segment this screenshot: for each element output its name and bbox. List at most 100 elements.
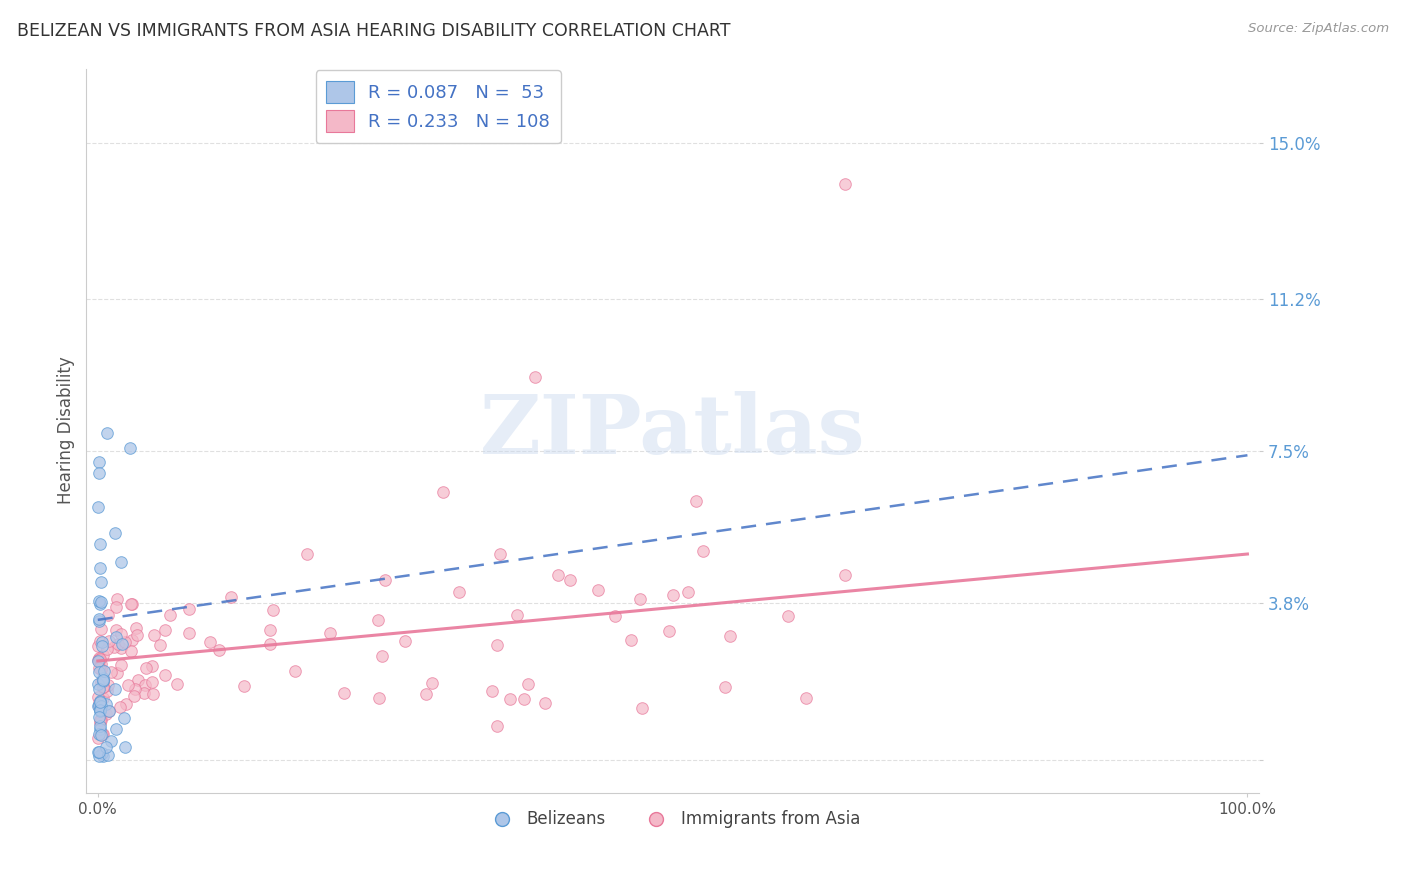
- Point: [104, 681, 127, 696]
- Point: [91, 690, 114, 705]
- Point: [87, 654, 110, 668]
- Point: [523, 370, 546, 384]
- Point: [87, 614, 110, 628]
- Point: [141, 659, 163, 673]
- Point: [87, 660, 110, 674]
- Point: [110, 641, 132, 656]
- Point: [100, 665, 122, 679]
- Point: [91, 673, 114, 687]
- Point: [89, 726, 111, 740]
- Point: [141, 687, 163, 701]
- Point: [90, 662, 112, 676]
- Point: [110, 626, 132, 640]
- Point: [371, 648, 394, 663]
- Point: [506, 607, 529, 622]
- Text: ZIPatlas: ZIPatlas: [479, 391, 865, 471]
- Point: [91, 726, 114, 740]
- Point: [114, 635, 136, 649]
- Point: [208, 643, 231, 657]
- Point: [394, 634, 416, 648]
- Point: [661, 588, 683, 602]
- Point: [219, 590, 242, 604]
- Point: [486, 638, 509, 652]
- Point: [367, 613, 389, 627]
- Point: [685, 493, 707, 508]
- Point: [104, 630, 127, 644]
- Point: [333, 686, 356, 700]
- Point: [714, 680, 737, 694]
- Point: [89, 748, 111, 763]
- Point: [481, 683, 503, 698]
- Point: [658, 624, 681, 639]
- Point: [89, 713, 111, 727]
- Point: [603, 608, 626, 623]
- Point: [90, 699, 112, 714]
- Point: [110, 555, 132, 569]
- Point: [90, 674, 112, 689]
- Point: [89, 718, 111, 732]
- Point: [87, 653, 110, 667]
- Point: [834, 567, 856, 582]
- Point: [87, 639, 110, 653]
- Point: [91, 648, 114, 662]
- Point: [105, 665, 128, 680]
- Point: [513, 692, 536, 706]
- Point: [97, 678, 120, 692]
- Point: [547, 567, 569, 582]
- Point: [87, 699, 110, 714]
- Point: [89, 703, 111, 717]
- Point: [149, 638, 172, 652]
- Point: [96, 425, 118, 440]
- Point: [159, 607, 181, 622]
- Point: [620, 633, 643, 648]
- Point: [90, 575, 112, 590]
- Point: [692, 543, 714, 558]
- Point: [97, 704, 120, 718]
- Point: [489, 547, 512, 561]
- Point: [449, 585, 471, 599]
- Point: [94, 740, 117, 755]
- Text: Source: ZipAtlas.com: Source: ZipAtlas.com: [1249, 22, 1389, 36]
- Point: [420, 675, 443, 690]
- Point: [90, 639, 112, 653]
- Point: [87, 731, 110, 746]
- Point: [142, 628, 165, 642]
- Point: [117, 677, 139, 691]
- Point: [134, 678, 156, 692]
- Point: [121, 597, 143, 611]
- Point: [93, 665, 115, 679]
- Y-axis label: Hearing Disability: Hearing Disability: [58, 357, 75, 505]
- Point: [91, 680, 114, 694]
- Point: [90, 595, 112, 609]
- Point: [89, 745, 111, 759]
- Point: [97, 608, 120, 623]
- Point: [89, 634, 111, 648]
- Point: [834, 177, 856, 191]
- Point: [135, 660, 157, 674]
- Point: [516, 677, 538, 691]
- Point: [89, 693, 111, 707]
- Point: [259, 637, 281, 651]
- Point: [87, 455, 110, 469]
- Point: [295, 547, 318, 561]
- Point: [91, 681, 114, 695]
- Legend: Belizeans, Immigrants from Asia: Belizeans, Immigrants from Asia: [478, 804, 868, 835]
- Point: [89, 594, 111, 608]
- Point: [485, 718, 508, 732]
- Point: [87, 698, 110, 712]
- Point: [166, 677, 188, 691]
- Point: [90, 657, 112, 672]
- Point: [533, 696, 555, 710]
- Point: [104, 526, 127, 541]
- Point: [105, 623, 128, 637]
- Point: [120, 644, 142, 658]
- Point: [103, 640, 125, 654]
- Point: [104, 722, 127, 736]
- Point: [87, 466, 110, 480]
- Point: [120, 597, 142, 611]
- Point: [122, 690, 145, 704]
- Point: [498, 692, 520, 706]
- Point: [89, 704, 111, 718]
- Point: [87, 650, 110, 665]
- Point: [89, 700, 111, 714]
